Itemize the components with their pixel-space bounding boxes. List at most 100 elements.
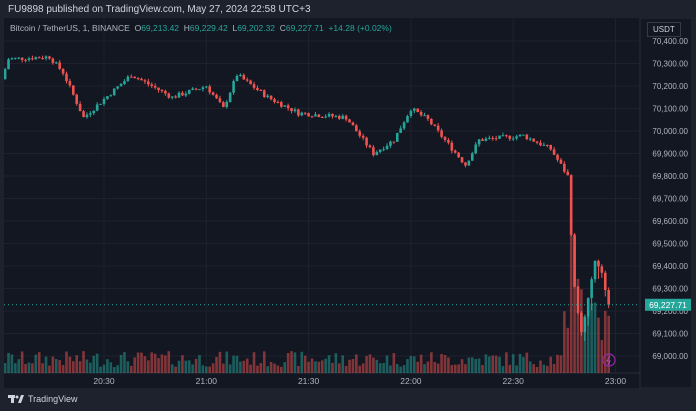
volume-bar: [556, 354, 559, 373]
volume-bar: [123, 352, 126, 373]
volume-bar: [525, 352, 529, 373]
volume-bar: [368, 354, 372, 373]
candle-body: [518, 134, 522, 137]
candle-body: [303, 112, 307, 114]
candle-body: [453, 150, 457, 153]
volume-bar: [297, 365, 300, 373]
volume-bar: [235, 355, 239, 373]
volume-bar: [167, 351, 171, 373]
volume-bar: [82, 351, 85, 373]
candle-body: [573, 234, 576, 287]
candle-body: [150, 84, 154, 87]
candle-body: [205, 86, 208, 88]
volume-bar: [177, 360, 181, 373]
x-tick-label: 21:00: [196, 376, 218, 386]
volume-bar: [290, 351, 293, 373]
volume-bar: [337, 363, 341, 373]
y-tick-label: 70,100.00: [652, 105, 688, 114]
candle-body: [31, 58, 34, 60]
volume-bar: [361, 363, 365, 373]
candle-body: [218, 98, 222, 103]
candle-body: [542, 144, 546, 146]
candle-body: [389, 141, 392, 146]
volume-bar: [164, 355, 167, 373]
candle-body: [112, 88, 116, 96]
candle-body: [269, 95, 273, 100]
candle-body: [116, 86, 119, 89]
volume-bar: [528, 361, 532, 373]
candle-body: [525, 134, 529, 140]
chart-panel[interactable]: 70,400.00 70,300.00 70,200.00 70,100.00 70,0…: [4, 18, 692, 388]
volume-bar: [245, 358, 249, 373]
candle-body: [307, 113, 310, 117]
high-value: 69,229.42: [189, 23, 228, 33]
volume-bar: [31, 363, 34, 373]
y-tick-label: 69,900.00: [652, 150, 688, 159]
candle-body: [211, 92, 215, 95]
volume-bar: [266, 366, 269, 373]
candle-body: [470, 153, 474, 161]
candle-body: [170, 96, 174, 98]
x-tick-label: 23:00: [605, 376, 627, 386]
y-tick-label: 69,400.00: [652, 262, 688, 271]
candle-body: [249, 80, 252, 85]
y-tick-label: 70,400.00: [652, 37, 688, 46]
candle-body: [157, 87, 160, 91]
volume-bar: [75, 355, 79, 373]
volume-bar: [208, 366, 212, 373]
candle-body: [515, 136, 518, 139]
candle-body: [283, 105, 287, 107]
candle-body: [409, 110, 413, 117]
volume-bar: [372, 357, 375, 373]
volume-bar: [341, 355, 344, 373]
candle-body: [300, 112, 304, 116]
volume-bar: [542, 364, 546, 373]
candle-body: [191, 88, 194, 90]
candle-body: [327, 113, 331, 117]
candle-body: [41, 58, 44, 60]
x-tick-label: 22:30: [503, 376, 525, 386]
x-tick-label: 22:00: [400, 376, 422, 386]
volume-bar: [92, 355, 96, 373]
volume-bar: [358, 365, 362, 373]
volume-bar: [249, 364, 252, 373]
volume-bar: [477, 358, 481, 373]
candle-body: [426, 115, 430, 119]
candle-body: [95, 104, 99, 111]
volume-bar: [491, 355, 495, 373]
candle-body: [7, 59, 10, 70]
volume-bar: [307, 361, 310, 373]
y-tick-label: 69,200.00: [652, 307, 688, 316]
volume-bar: [174, 366, 177, 373]
volume-bar: [590, 303, 593, 373]
close-label: C: [279, 23, 286, 33]
volume-bar: [508, 364, 512, 373]
volume-bar: [228, 364, 232, 373]
candle-body: [324, 116, 327, 118]
lightning-icon: [606, 355, 611, 366]
candle-body: [310, 116, 314, 118]
candle-body: [395, 132, 399, 142]
candle-body: [365, 137, 368, 146]
candle-body: [539, 142, 542, 146]
volume-bar: [460, 359, 464, 373]
candle-body: [68, 81, 72, 86]
candle-body: [54, 62, 58, 64]
volume-bar: [447, 357, 450, 373]
candle-body: [382, 149, 385, 151]
candle-body: [194, 88, 198, 90]
volume-bar: [20, 351, 24, 373]
volume-bar: [539, 360, 542, 373]
candlestick-chart[interactable]: 70,400.00 70,300.00 70,200.00 70,100.00 70,0…: [4, 18, 692, 388]
candle-body: [450, 142, 454, 151]
candle-body: [187, 89, 191, 94]
volume-bar: [409, 355, 413, 373]
volume-bar: [303, 355, 307, 373]
y-tick-label: 69,800.00: [652, 172, 688, 181]
candle-body: [239, 74, 242, 76]
currency-button[interactable]: USDT: [647, 22, 681, 37]
volume-bar: [102, 364, 106, 373]
candle-body: [433, 124, 437, 126]
candle-body: [232, 81, 235, 93]
open-label: O: [134, 23, 142, 33]
